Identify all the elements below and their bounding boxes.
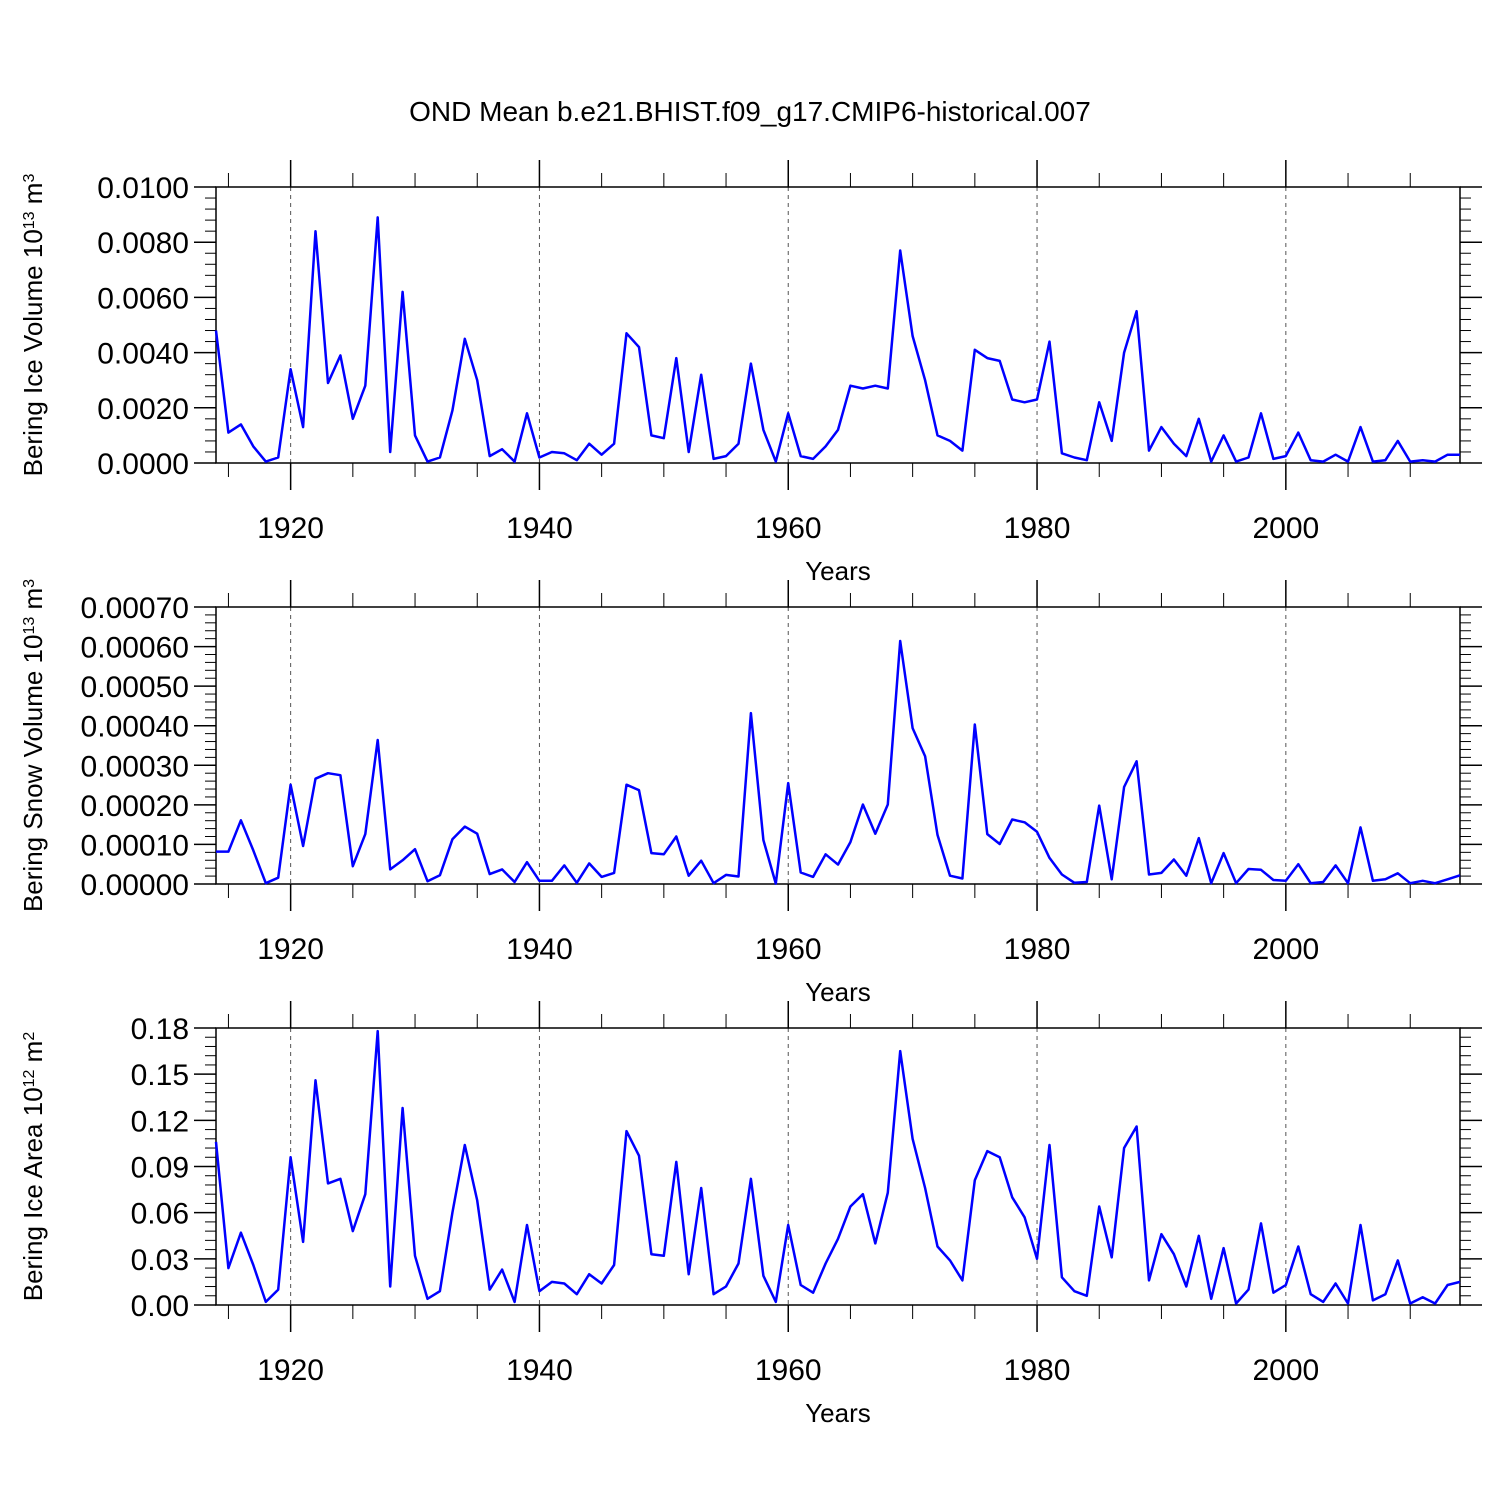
y-tick-label: 0.0040	[97, 338, 189, 371]
series-line	[214, 216, 1460, 463]
x-tick-label: 2000	[1252, 1354, 1319, 1387]
series-line	[216, 639, 1461, 885]
y-tick-label: 0.00060	[81, 632, 189, 665]
x-tick-label: 1980	[1004, 1354, 1071, 1387]
y-tick-label: 0.00030	[81, 750, 189, 783]
x-tick-label: 1960	[755, 933, 822, 966]
y-axis-label: Bering Snow Volume 1013 m3	[18, 579, 48, 912]
x-axis-label: Years	[805, 1398, 871, 1428]
y-tick-label: 0.00020	[81, 790, 189, 823]
x-tick-label: 1960	[755, 512, 822, 545]
panel-snow-volume: 0.00000 0.00010 0.00020 0.00030 0.00040 0.000…	[18, 579, 1482, 1007]
y-tick-label: 0.15	[131, 1059, 189, 1092]
x-tick-label: 1980	[1004, 933, 1071, 966]
panel-ice-area: 0.00 0.03 0.06 0.09 0.12 0.15 0.18 1920 1940 1960…	[18, 1001, 1482, 1428]
plot-frame	[215, 606, 1461, 885]
y-tick-label: 0.03	[131, 1244, 189, 1277]
y-tick-label: 0.00010	[81, 829, 189, 862]
y-axis-label: Bering Ice Volume 1013 m3	[18, 174, 48, 477]
x-tick-label: 1940	[506, 1354, 573, 1387]
y-tick-label: 0.00040	[81, 711, 189, 744]
x-tick-label: 1940	[506, 512, 573, 545]
y-tick-label: 0.18	[131, 1013, 189, 1046]
panel-ice-volume: 0.0000 0.0020 0.0040 0.0060 0.0080 0.0100 1920…	[18, 160, 1482, 586]
y-tick-label: 0.00050	[81, 671, 189, 704]
y-tick-label: 0.00070	[81, 592, 189, 625]
x-tick-label: 2000	[1252, 933, 1319, 966]
y-tick-label: 0.00000	[81, 869, 189, 902]
y-tick-label: 0.09	[131, 1152, 189, 1185]
x-tick-label: 1920	[257, 1354, 324, 1387]
y-tick-label: 0.0000	[97, 448, 189, 481]
plot-frame	[215, 186, 1461, 464]
y-tick-label: 0.06	[131, 1198, 189, 1231]
y-tick-label: 0.0080	[97, 227, 189, 260]
y-tick-label: 0.0020	[97, 393, 189, 426]
series-line	[214, 1029, 1461, 1305]
y-tick-label: 0.00	[131, 1290, 189, 1323]
x-tick-label: 2000	[1252, 512, 1319, 545]
x-axis-label: Years	[805, 556, 871, 586]
panels: 0.0000 0.0020 0.0040 0.0060 0.0080 0.0100 1920…	[18, 160, 1482, 1428]
x-tick-label: 1980	[1004, 512, 1071, 545]
figure-title: OND Mean b.e21.BHIST.f09_g17.CMIP6-histo…	[409, 96, 1091, 127]
y-tick-label: 0.12	[131, 1105, 189, 1138]
x-tick-label: 1920	[257, 933, 324, 966]
y-tick-label: 0.0100	[97, 172, 189, 205]
plot-frame	[215, 1027, 1461, 1306]
x-axis-label: Years	[805, 977, 871, 1007]
y-tick-label: 0.0060	[97, 282, 189, 315]
y-axis-label: Bering Ice Area 1012 m2	[18, 1032, 48, 1302]
x-tick-label: 1960	[755, 1354, 822, 1387]
x-tick-label: 1940	[506, 933, 573, 966]
x-tick-label: 1920	[257, 512, 324, 545]
